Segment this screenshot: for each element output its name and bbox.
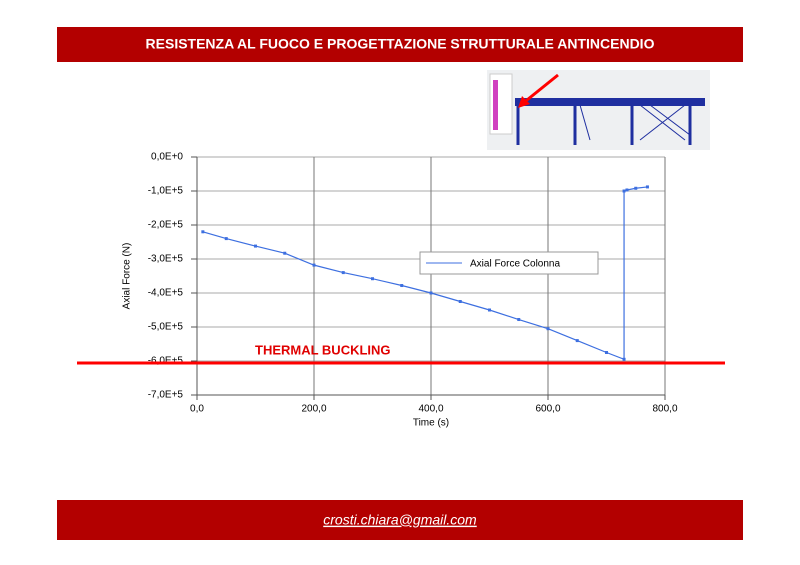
x-tick-label: 600,0 [535,404,560,415]
y-tick-label: -2,0E+5 [148,220,184,231]
data-point [224,237,228,241]
data-point [605,351,608,354]
annotation: THERMAL BUCKLING [255,342,391,357]
y-tick-label: -4,0E+5 [148,288,184,299]
y-tick-label: -6,0E+5 [148,356,184,367]
y-tick-label: -1,0E+5 [148,186,184,197]
legend-label: Axial Force Colonna [470,259,560,270]
y-tick-label: 0,0E+0 [151,152,183,163]
legend-box [419,251,599,275]
data-point [429,291,433,295]
data-point [201,230,205,234]
data-point [622,357,626,361]
series-line [202,186,648,361]
data-point [622,189,626,193]
data-point [625,188,629,192]
header-bar [57,27,743,62]
data-point [458,300,462,303]
footer-email[interactable]: crosti.chiara@gmail.com [323,512,477,528]
data-point [254,244,257,248]
y-tick-label: -3,0E+5 [148,254,184,265]
y-axis-label: Axial Force (N) [122,243,133,310]
data-point [312,263,316,267]
data-point [634,186,638,190]
data-point [488,308,491,312]
x-tick-label: 800,0 [652,404,677,415]
y-tick-label: -5,0E+5 [148,322,184,333]
header-title: RESISTENZA AL FUOCO E PROGETTAZIONE STRU… [146,36,655,52]
data-point [371,277,374,281]
data-point [575,339,579,343]
y-tick-label: -7,0E+5 [148,390,184,401]
data-point [341,271,345,275]
data-point [400,284,404,288]
x-tick-label: 400,0 [418,404,443,415]
footer-bar [57,500,743,540]
data-point [546,327,550,331]
thumbnail [487,70,710,150]
x-tick-label: 0,0 [190,404,204,415]
data-point [517,318,521,322]
chart: 0,0E+0 -1,0E+5 -2,0E+5 -3,0E+5 -4,0E+5 -5,0E+… [77,152,725,429]
data-point [283,251,287,255]
x-axis-label: Time (s) [413,418,449,429]
x-tick-label: 200,0 [301,404,326,415]
data-point [645,185,649,189]
